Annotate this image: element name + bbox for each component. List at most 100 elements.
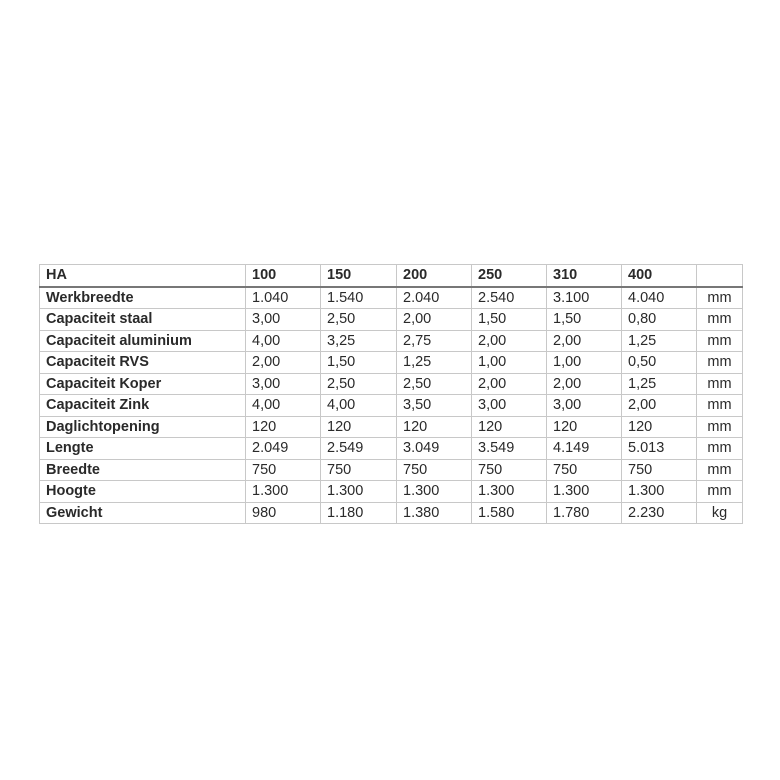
value-cell: 1,00 xyxy=(546,351,622,374)
value-cell: 2.049 xyxy=(245,437,321,460)
value-cell: 0,80 xyxy=(621,308,697,331)
value-cell: 2,00 xyxy=(396,308,472,331)
value-cell: 1,25 xyxy=(621,329,697,352)
unit-cell: mm xyxy=(696,458,743,481)
table-row: Hoogte 1.300 1.300 1.300 1.300 1.300 1.300 mm xyxy=(39,480,743,503)
value-cell: 2,00 xyxy=(471,329,547,352)
specifications-table: HA 100 150 200 250 310 400 Werkbreedte 1.040 1.5… xyxy=(39,264,743,524)
value-cell: 3,50 xyxy=(396,394,472,417)
value-cell: 3,00 xyxy=(245,372,321,395)
unit-cell: kg xyxy=(696,501,743,524)
table-row: Daglichtopening 120 120 120 120 120 120 mm xyxy=(39,415,743,438)
unit-cell: mm xyxy=(696,286,743,309)
table-row: Lengte 2.049 2.549 3.049 3.549 4.149 5.013 mm xyxy=(39,437,743,460)
value-cell: 4.040 xyxy=(621,286,697,309)
value-cell: 2.040 xyxy=(396,286,472,309)
value-cell: 3.549 xyxy=(471,437,547,460)
value-cell: 2,75 xyxy=(396,329,472,352)
value-cell: 0,50 xyxy=(621,351,697,374)
row-label: Daglichtopening xyxy=(39,415,246,438)
unit-cell: mm xyxy=(696,308,743,331)
unit-cell: mm xyxy=(696,394,743,417)
header-model: HA xyxy=(39,264,246,288)
value-cell: 1.300 xyxy=(546,480,622,503)
header-cell: 150 xyxy=(320,264,397,288)
header-row: HA 100 150 200 250 310 400 xyxy=(39,264,743,288)
row-label: Capaciteit staal xyxy=(39,308,246,331)
header-cell: 310 xyxy=(546,264,622,288)
value-cell: 750 xyxy=(396,458,472,481)
value-cell: 120 xyxy=(396,415,472,438)
value-cell: 120 xyxy=(245,415,321,438)
value-cell: 4,00 xyxy=(245,329,321,352)
value-cell: 1.040 xyxy=(245,286,321,309)
value-cell: 1.380 xyxy=(396,501,472,524)
table-row: Capaciteit Koper 3,00 2,50 2,50 2,00 2,00 1,25… xyxy=(39,372,743,395)
unit-cell: mm xyxy=(696,372,743,395)
value-cell: 1.300 xyxy=(621,480,697,503)
header-cell xyxy=(696,264,743,288)
row-label: Breedte xyxy=(39,458,246,481)
header-cell: 250 xyxy=(471,264,547,288)
table-row: Capaciteit RVS 2,00 1,50 1,25 1,00 1,00 0,50 mm xyxy=(39,351,743,374)
value-cell: 5.013 xyxy=(621,437,697,460)
unit-cell: mm xyxy=(696,437,743,460)
value-cell: 2,50 xyxy=(396,372,472,395)
unit-cell: mm xyxy=(696,480,743,503)
value-cell: 2,00 xyxy=(546,329,622,352)
value-cell: 1,50 xyxy=(546,308,622,331)
value-cell: 3,00 xyxy=(471,394,547,417)
header-cell: 200 xyxy=(396,264,472,288)
value-cell: 2,00 xyxy=(546,372,622,395)
table-row: Capaciteit staal 3,00 2,50 2,00 1,50 1,50 0,80… xyxy=(39,308,743,331)
value-cell: 1.180 xyxy=(320,501,397,524)
value-cell: 1.540 xyxy=(320,286,397,309)
value-cell: 120 xyxy=(320,415,397,438)
value-cell: 1,00 xyxy=(471,351,547,374)
value-cell: 4,00 xyxy=(320,394,397,417)
row-label: Capaciteit aluminium xyxy=(39,329,246,352)
value-cell: 2,00 xyxy=(471,372,547,395)
value-cell: 120 xyxy=(471,415,547,438)
value-cell: 3,00 xyxy=(245,308,321,331)
value-cell: 3,00 xyxy=(546,394,622,417)
row-label: Capaciteit Zink xyxy=(39,394,246,417)
value-cell: 750 xyxy=(320,458,397,481)
value-cell: 1,25 xyxy=(621,372,697,395)
value-cell: 2,50 xyxy=(320,372,397,395)
table-row: Breedte 750 750 750 750 750 750 mm xyxy=(39,458,743,481)
value-cell: 2.230 xyxy=(621,501,697,524)
table-row: Gewicht 980 1.180 1.380 1.580 1.780 2.230 kg xyxy=(39,501,743,524)
table-row: Capaciteit Zink 4,00 4,00 3,50 3,00 3,00 2,00 m… xyxy=(39,394,743,417)
value-cell: 1,50 xyxy=(471,308,547,331)
value-cell: 750 xyxy=(621,458,697,481)
value-cell: 1.780 xyxy=(546,501,622,524)
value-cell: 2,00 xyxy=(621,394,697,417)
table-row: Capaciteit aluminium 4,00 3,25 2,75 2,00 2,00… xyxy=(39,329,743,352)
value-cell: 980 xyxy=(245,501,321,524)
value-cell: 1.300 xyxy=(396,480,472,503)
value-cell: 2,00 xyxy=(245,351,321,374)
value-cell: 1.300 xyxy=(245,480,321,503)
value-cell: 1.580 xyxy=(471,501,547,524)
value-cell: 3.049 xyxy=(396,437,472,460)
unit-cell: mm xyxy=(696,329,743,352)
row-label: Hoogte xyxy=(39,480,246,503)
table-row: Werkbreedte 1.040 1.540 2.040 2.540 3.100 4.04… xyxy=(39,286,743,309)
header-cell: 400 xyxy=(621,264,697,288)
value-cell: 4,00 xyxy=(245,394,321,417)
value-cell: 1,25 xyxy=(396,351,472,374)
value-cell: 3,25 xyxy=(320,329,397,352)
row-label: Werkbreedte xyxy=(39,286,246,309)
row-label: Gewicht xyxy=(39,501,246,524)
value-cell: 120 xyxy=(621,415,697,438)
row-label: Lengte xyxy=(39,437,246,460)
value-cell: 1,50 xyxy=(320,351,397,374)
unit-cell: mm xyxy=(696,415,743,438)
value-cell: 750 xyxy=(471,458,547,481)
value-cell: 750 xyxy=(245,458,321,481)
value-cell: 120 xyxy=(546,415,622,438)
unit-cell: mm xyxy=(696,351,743,374)
value-cell: 2.540 xyxy=(471,286,547,309)
value-cell: 2,50 xyxy=(320,308,397,331)
